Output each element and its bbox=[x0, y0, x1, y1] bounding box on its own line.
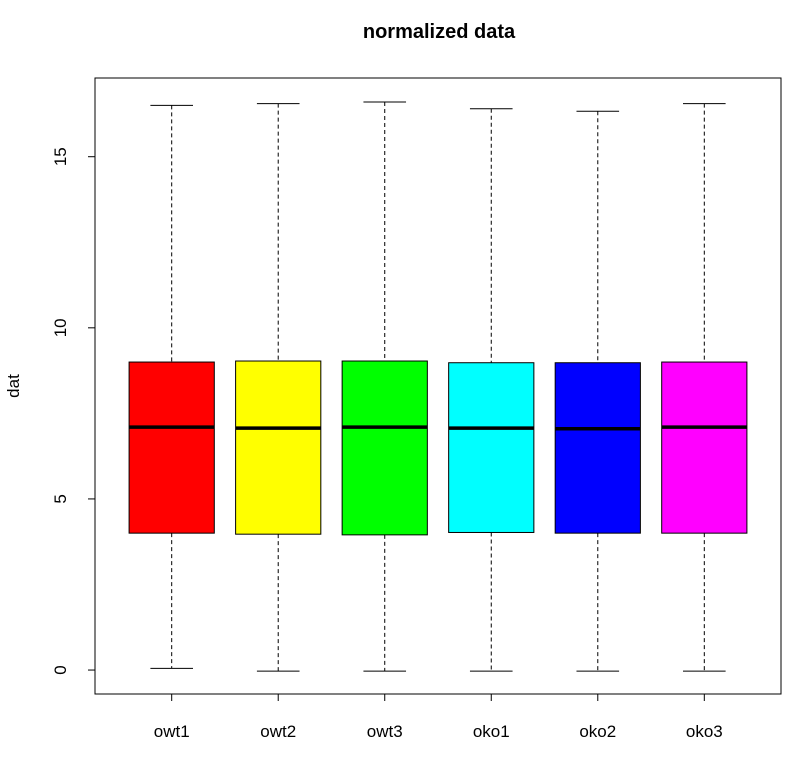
y-axis: 0 5 10 15 bbox=[51, 147, 96, 675]
box-iqr bbox=[341, 360, 428, 536]
y-tick-label: 5 bbox=[51, 494, 70, 503]
box-oko1 bbox=[448, 108, 535, 672]
box-group bbox=[128, 101, 748, 672]
x-tick-label: oko1 bbox=[473, 722, 510, 741]
box-oko2 bbox=[554, 110, 641, 672]
box-owt2 bbox=[235, 103, 322, 672]
y-tick-label: 10 bbox=[51, 318, 70, 337]
y-tick-label: 0 bbox=[51, 665, 70, 674]
x-tick-label: oko3 bbox=[686, 722, 723, 741]
y-axis-label: dat bbox=[4, 374, 23, 398]
x-tick-label: owt3 bbox=[367, 722, 403, 741]
x-tick-label: oko2 bbox=[579, 722, 616, 741]
box-oko3 bbox=[661, 103, 748, 672]
box-iqr bbox=[448, 362, 535, 533]
box-iqr bbox=[554, 362, 641, 534]
y-tick-label: 15 bbox=[51, 147, 70, 166]
box-iqr bbox=[128, 361, 215, 534]
box-iqr bbox=[235, 360, 322, 535]
x-tick-label: owt1 bbox=[154, 722, 190, 741]
box-owt3 bbox=[341, 101, 428, 672]
chart-title: normalized data bbox=[363, 21, 516, 43]
x-tick-label: owt2 bbox=[260, 722, 296, 741]
x-axis: owt1 owt2 owt3 oko1 oko2 oko3 bbox=[154, 693, 723, 741]
box-owt1 bbox=[128, 104, 215, 669]
box-iqr bbox=[661, 361, 748, 534]
